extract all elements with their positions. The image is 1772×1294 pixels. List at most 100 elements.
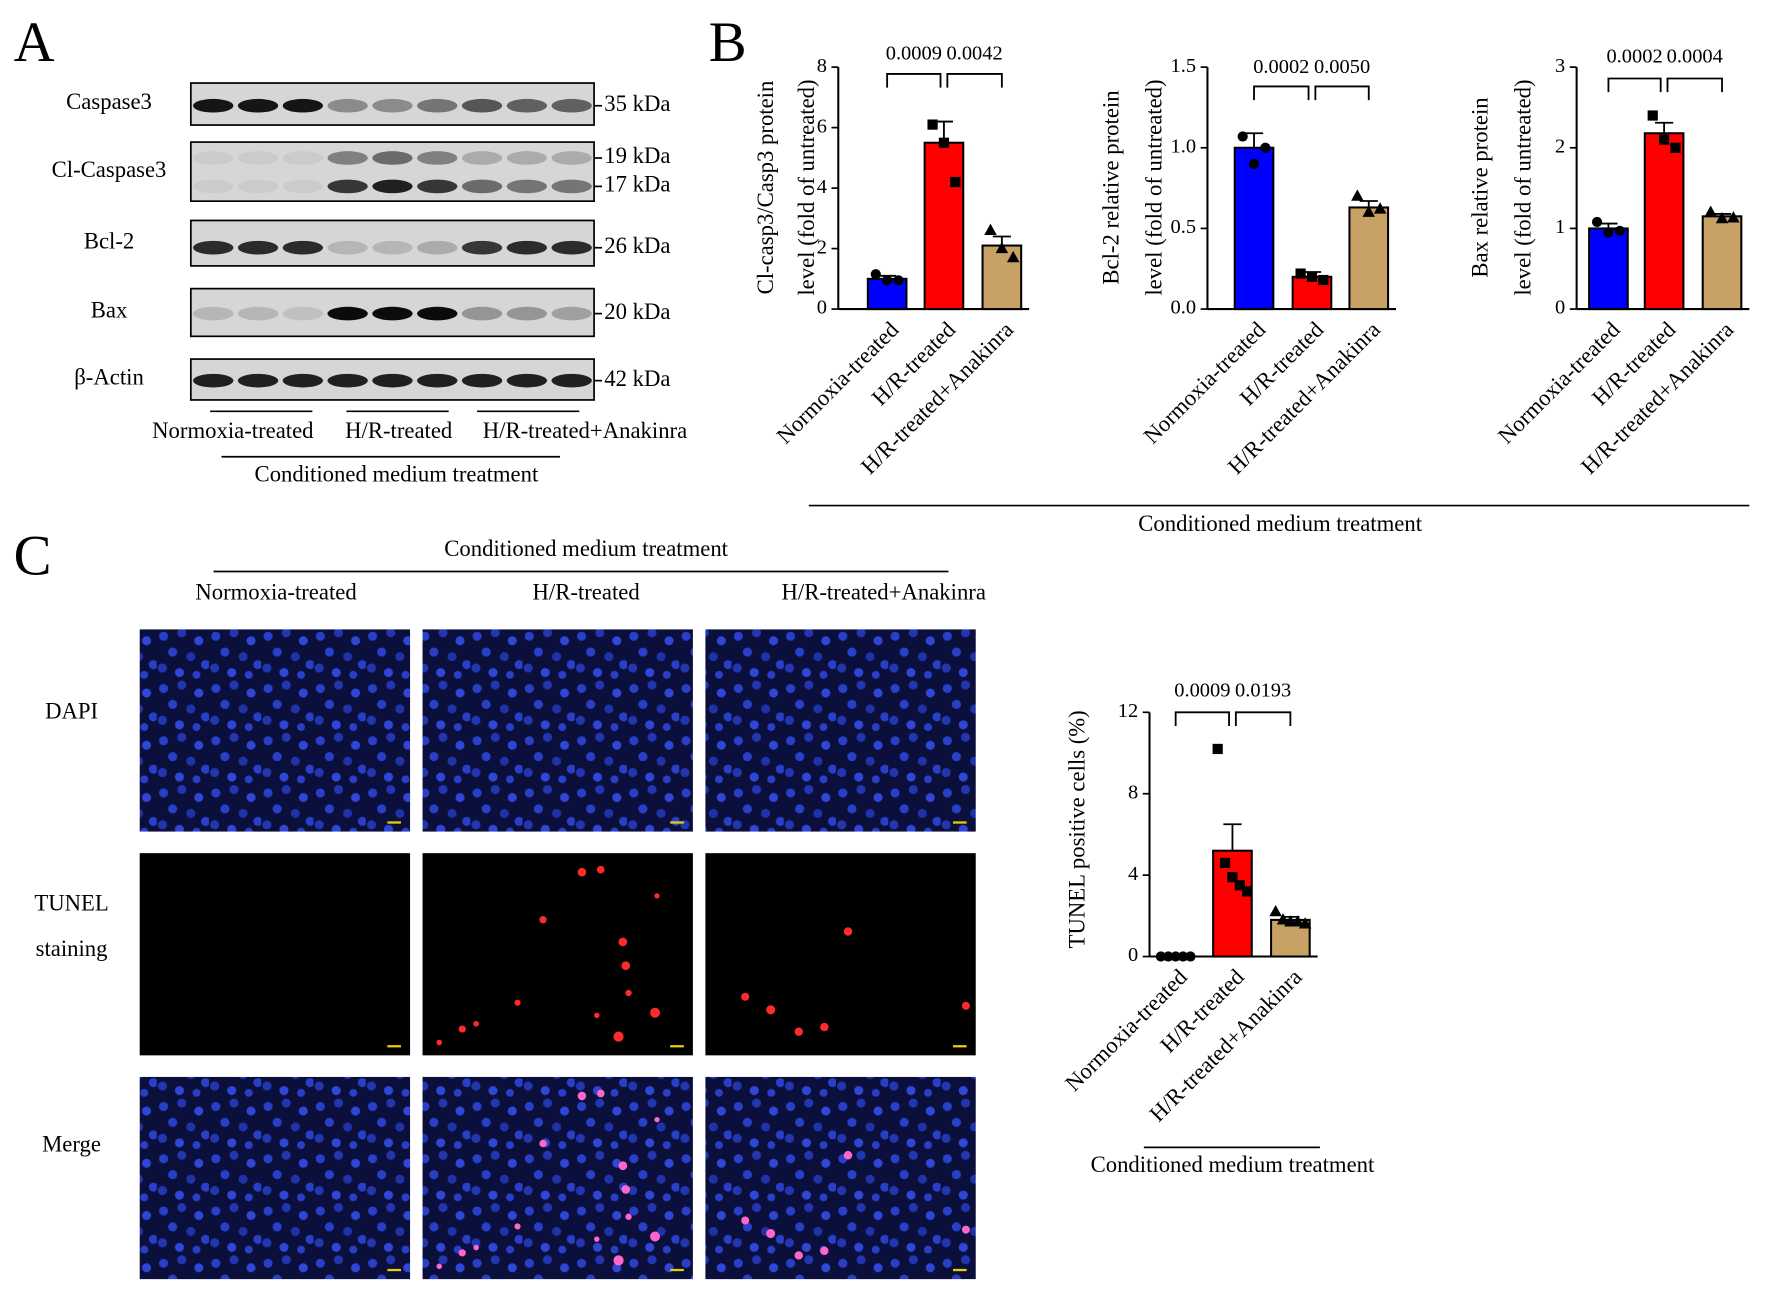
data-point bbox=[1362, 205, 1376, 217]
blot-band bbox=[237, 240, 279, 255]
data-point bbox=[893, 275, 904, 286]
column-label: H/R-treated bbox=[533, 579, 641, 604]
scale-bar bbox=[953, 821, 967, 824]
tunel-signal bbox=[794, 1027, 803, 1036]
column-label: H/R-treated+Anakinra bbox=[782, 579, 986, 604]
tunel-signal bbox=[654, 1116, 660, 1123]
panel-label: C bbox=[14, 524, 52, 587]
blot-band bbox=[372, 98, 413, 113]
y-tick-label: 0 bbox=[1555, 297, 1565, 319]
scale-bar bbox=[387, 1045, 401, 1048]
group-label: Normoxia-treated bbox=[152, 418, 314, 443]
data-point bbox=[1006, 250, 1020, 263]
data-point bbox=[1269, 904, 1282, 917]
significance-bracket bbox=[1607, 77, 1662, 93]
micrograph bbox=[705, 629, 976, 832]
size-label: 17 kDa bbox=[604, 172, 670, 197]
data-point bbox=[1248, 158, 1260, 170]
scale-bar bbox=[387, 821, 401, 824]
size-label: 20 kDa bbox=[604, 299, 670, 324]
tunel-signal bbox=[618, 937, 628, 947]
x-axis-label: Conditioned medium treatment bbox=[1091, 1152, 1375, 1177]
blot-band bbox=[551, 179, 592, 194]
significance-bracket bbox=[946, 73, 1003, 88]
scale-bar bbox=[953, 1045, 967, 1048]
blot-band bbox=[551, 98, 592, 113]
data-point bbox=[1658, 134, 1670, 145]
data-point bbox=[1276, 913, 1290, 925]
tunel-signal bbox=[596, 1089, 605, 1098]
blot-row-label: Cl-Caspase3 bbox=[52, 157, 167, 182]
y-tick-label: 1 bbox=[1555, 216, 1565, 238]
blot-band bbox=[193, 151, 234, 165]
y-axis-label: level (fold of untreated) bbox=[1511, 79, 1536, 295]
data-point bbox=[1318, 274, 1329, 286]
tunel-signal bbox=[625, 1213, 632, 1220]
significance-bracket bbox=[1174, 711, 1230, 726]
blot-row-label: Bcl-2 bbox=[84, 228, 134, 253]
tunel-signal bbox=[843, 927, 853, 936]
blot-band bbox=[461, 373, 503, 388]
blot-band bbox=[506, 306, 548, 321]
significance-bracket bbox=[886, 73, 942, 88]
micrograph bbox=[139, 629, 411, 832]
tunel-signal bbox=[458, 1025, 466, 1033]
tunel-signal bbox=[539, 1139, 547, 1148]
blot-band bbox=[193, 240, 234, 255]
data-point bbox=[1212, 743, 1223, 755]
blot-band bbox=[551, 240, 592, 255]
blot-band bbox=[506, 151, 548, 165]
y-tick-label: 8 bbox=[817, 55, 827, 77]
scale-bar bbox=[953, 1268, 967, 1272]
data-point bbox=[938, 137, 950, 148]
tunel-signal bbox=[961, 1001, 970, 1010]
blot-band bbox=[327, 373, 368, 388]
blot-band bbox=[193, 373, 234, 388]
y-tick-label: 0 bbox=[817, 297, 827, 319]
data-point bbox=[1727, 211, 1740, 223]
tunel-signal bbox=[618, 1161, 628, 1171]
tunel-signal bbox=[654, 893, 660, 899]
blot-row-label: β-Actin bbox=[74, 365, 144, 390]
group-label: H/R-treated+Anakinra bbox=[483, 418, 687, 443]
row-label: Merge bbox=[42, 1131, 101, 1156]
blot-band bbox=[237, 306, 279, 321]
blot-band bbox=[282, 98, 324, 113]
bar bbox=[1643, 132, 1685, 311]
p-value: 0.0004 bbox=[1667, 46, 1723, 68]
data-point bbox=[1170, 951, 1181, 962]
blot-band bbox=[551, 373, 592, 388]
size-label: 42 kDa bbox=[604, 366, 670, 391]
tunel-signal bbox=[514, 1223, 521, 1230]
significance-bracket bbox=[1666, 77, 1723, 93]
blot-band bbox=[372, 151, 413, 165]
blot-band bbox=[327, 306, 368, 321]
data-point bbox=[1670, 142, 1681, 153]
row-label: staining bbox=[36, 936, 108, 961]
data-point bbox=[1715, 211, 1729, 224]
data-point bbox=[1227, 872, 1238, 883]
y-axis-label: Bax relative protein bbox=[1468, 97, 1493, 278]
tunel-signal bbox=[794, 1251, 803, 1260]
data-point bbox=[950, 176, 961, 188]
blot-band bbox=[237, 179, 279, 194]
tunel-signal bbox=[458, 1249, 466, 1257]
blot-band bbox=[461, 240, 503, 255]
tunel-signal bbox=[741, 1216, 750, 1225]
blot-band bbox=[327, 98, 368, 113]
tunel-signal bbox=[766, 1005, 776, 1015]
bar bbox=[1588, 227, 1629, 311]
scale-bar bbox=[387, 1268, 401, 1272]
error-bar bbox=[1223, 823, 1242, 851]
scale-bar bbox=[670, 1268, 684, 1272]
scale-bar bbox=[670, 821, 684, 824]
blot-band bbox=[506, 240, 548, 255]
y-tick-label: 2 bbox=[1555, 135, 1565, 157]
tunel-signal bbox=[843, 1151, 853, 1160]
y-tick-label: 6 bbox=[817, 115, 827, 137]
group-label: H/R-treated bbox=[345, 418, 453, 443]
p-value: 0.0042 bbox=[946, 42, 1002, 64]
tunel-signal bbox=[625, 989, 632, 997]
blot-band bbox=[282, 240, 324, 255]
tunel-signal bbox=[613, 1031, 624, 1042]
